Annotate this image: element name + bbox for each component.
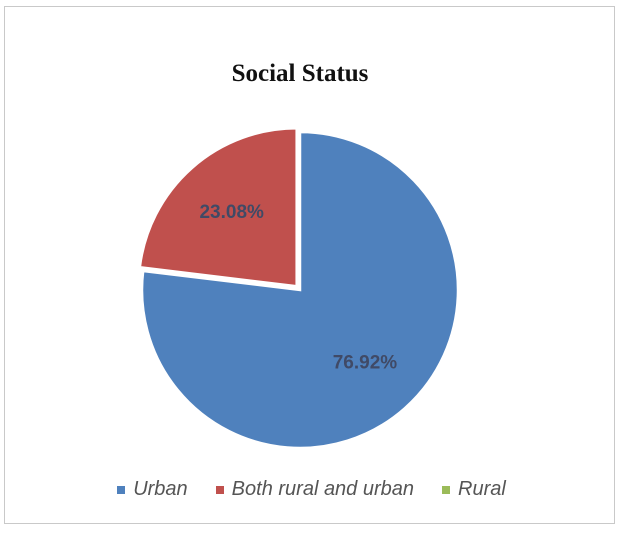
chart-legend: Urban Both rural and urban Rural (0, 478, 623, 501)
legend-label-urban: Urban (133, 478, 188, 500)
pie-slice-both (138, 127, 298, 288)
pie-slice-urban (140, 130, 460, 450)
legend-swatch-urban (117, 485, 126, 494)
legend-item-rural: Rural (442, 478, 506, 501)
legend-label-both: Both rural and urban (231, 478, 415, 500)
legend-swatch-rural (442, 485, 451, 494)
data-label-urban: 76.92% (333, 352, 398, 373)
legend-swatch-both (215, 485, 224, 494)
legend-item-urban: Urban (117, 478, 188, 501)
data-label-both: 23.08% (199, 202, 264, 223)
legend-label-rural: Rural (458, 478, 506, 500)
chart-title: Social Status (231, 60, 369, 87)
legend-item-both: Both rural and urban (215, 478, 415, 501)
